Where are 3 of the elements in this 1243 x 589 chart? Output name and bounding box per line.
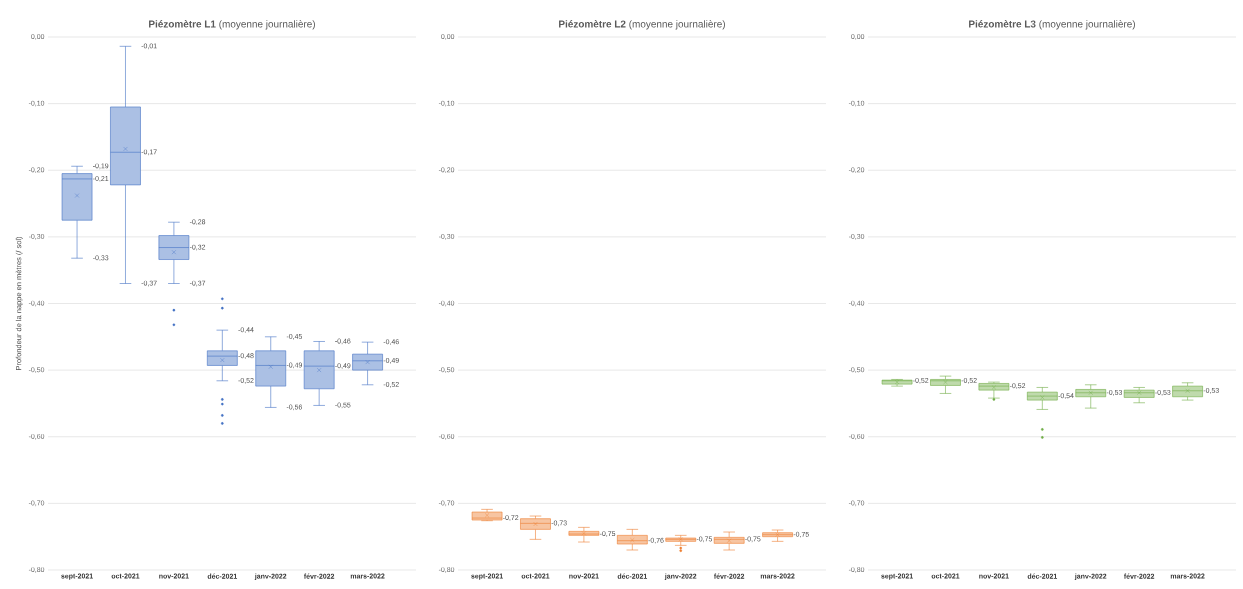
chart-title: Piézomètre L2 (moyenne journalière): [559, 20, 725, 30]
chart-title: Piézomètre L1 (moyenne journalière): [149, 20, 315, 30]
chart-title: Piézomètre L3 (moyenne journalière): [969, 20, 1135, 30]
